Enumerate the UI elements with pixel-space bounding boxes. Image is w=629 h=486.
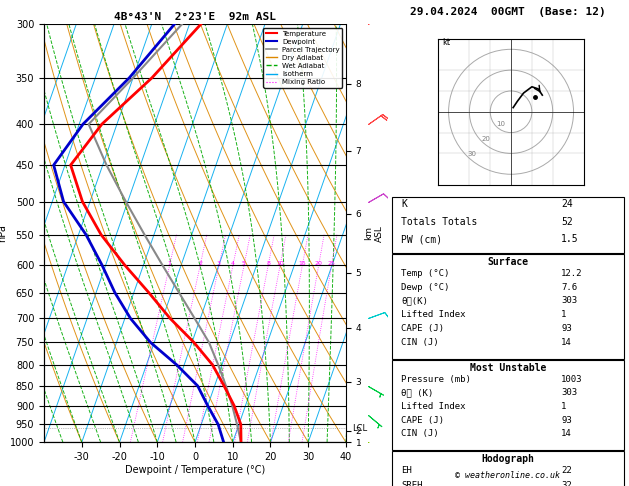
Y-axis label: hPa: hPa — [0, 225, 7, 242]
Text: 52: 52 — [561, 217, 573, 227]
Text: 3: 3 — [217, 260, 221, 266]
Text: 2: 2 — [198, 260, 202, 266]
Text: kt: kt — [442, 38, 450, 47]
Text: θᴅ(K): θᴅ(K) — [401, 296, 428, 305]
Text: Most Unstable: Most Unstable — [470, 363, 546, 373]
Text: EH: EH — [401, 466, 412, 475]
Text: 1: 1 — [561, 402, 567, 411]
Text: CAPE (J): CAPE (J) — [401, 324, 444, 333]
Title: 4B°43'N  2°23'E  92m ASL: 4B°43'N 2°23'E 92m ASL — [114, 12, 276, 22]
Text: 30: 30 — [467, 151, 476, 156]
Text: SREH: SREH — [401, 481, 423, 486]
Text: 7.6: 7.6 — [561, 282, 577, 292]
Text: 32: 32 — [561, 481, 572, 486]
Text: 15: 15 — [298, 260, 306, 266]
Text: 25: 25 — [328, 260, 335, 266]
Text: © weatheronline.co.uk: © weatheronline.co.uk — [455, 471, 560, 480]
Text: CIN (J): CIN (J) — [401, 430, 439, 438]
Text: 93: 93 — [561, 324, 572, 333]
Text: Hodograph: Hodograph — [481, 454, 535, 464]
Text: CAPE (J): CAPE (J) — [401, 416, 444, 425]
X-axis label: Dewpoint / Temperature (°C): Dewpoint / Temperature (°C) — [125, 465, 265, 475]
Text: Temp (°C): Temp (°C) — [401, 269, 450, 278]
Text: 24: 24 — [561, 199, 573, 209]
Text: θᴅ (K): θᴅ (K) — [401, 388, 433, 398]
Text: 4: 4 — [231, 260, 235, 266]
Y-axis label: km
ASL: km ASL — [364, 225, 384, 242]
Text: LCL: LCL — [352, 424, 367, 433]
Text: 29.04.2024  00GMT  (Base: 12): 29.04.2024 00GMT (Base: 12) — [410, 7, 606, 17]
Text: 8: 8 — [266, 260, 270, 266]
Text: 20: 20 — [314, 260, 323, 266]
Text: Lifted Index: Lifted Index — [401, 310, 466, 319]
Text: PW (cm): PW (cm) — [401, 234, 442, 244]
Text: 303: 303 — [561, 388, 577, 398]
Text: 1: 1 — [561, 310, 567, 319]
Text: 1: 1 — [167, 260, 172, 266]
Text: 12.2: 12.2 — [561, 269, 582, 278]
Text: Dewp (°C): Dewp (°C) — [401, 282, 450, 292]
Text: 1.5: 1.5 — [561, 234, 579, 244]
Text: K: K — [401, 199, 407, 209]
Text: CIN (J): CIN (J) — [401, 338, 439, 347]
Text: 10: 10 — [496, 122, 506, 127]
Text: 1003: 1003 — [561, 375, 582, 384]
Text: 22: 22 — [561, 466, 572, 475]
Text: 14: 14 — [561, 430, 572, 438]
Text: Surface: Surface — [487, 257, 528, 267]
Text: 10: 10 — [276, 260, 284, 266]
Text: 303: 303 — [561, 296, 577, 305]
Text: 5: 5 — [242, 260, 246, 266]
Text: 20: 20 — [482, 136, 491, 142]
Legend: Temperature, Dewpoint, Parcel Trajectory, Dry Adiabat, Wet Adiabat, Isotherm, Mi: Temperature, Dewpoint, Parcel Trajectory… — [264, 28, 342, 88]
Text: 14: 14 — [561, 338, 572, 347]
Text: Lifted Index: Lifted Index — [401, 402, 466, 411]
Text: Pressure (mb): Pressure (mb) — [401, 375, 471, 384]
Text: Totals Totals: Totals Totals — [401, 217, 478, 227]
Text: 93: 93 — [561, 416, 572, 425]
